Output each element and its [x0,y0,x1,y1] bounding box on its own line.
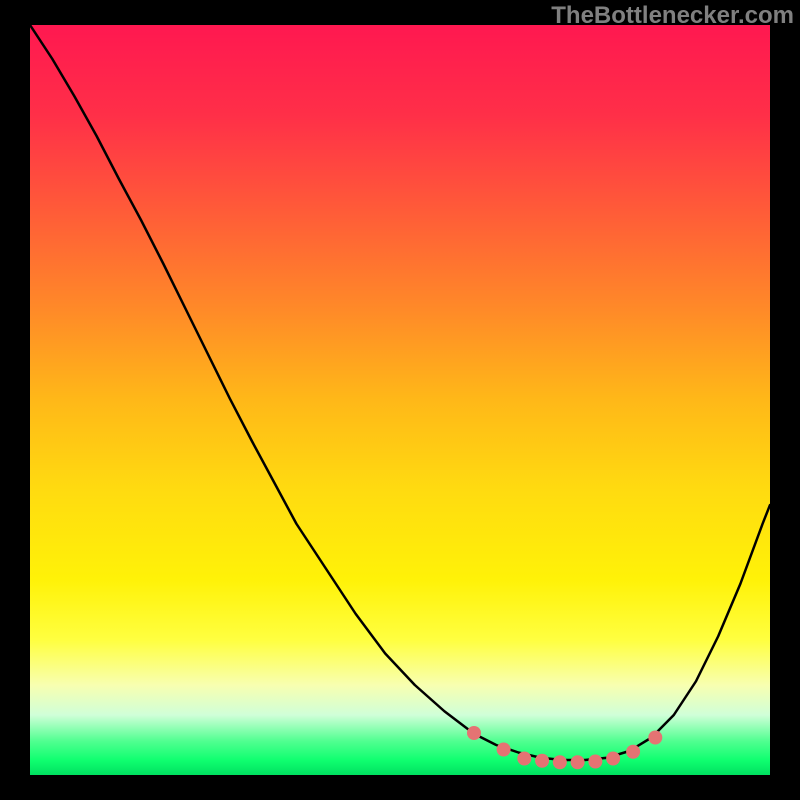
marker-group [467,726,662,769]
marker-point [606,752,620,766]
marker-point [497,743,511,757]
curve-polyline [30,25,770,760]
marker-point [553,755,567,769]
marker-point [626,745,640,759]
chart-container: TheBottlenecker.com [0,0,800,800]
marker-point [467,726,481,740]
curve-layer [30,25,770,775]
marker-point [648,731,662,745]
marker-point [517,752,531,766]
watermark-text: TheBottlenecker.com [551,2,794,30]
marker-point [588,755,602,769]
marker-point [571,755,585,769]
marker-point [535,754,549,768]
plot-area [30,25,770,775]
